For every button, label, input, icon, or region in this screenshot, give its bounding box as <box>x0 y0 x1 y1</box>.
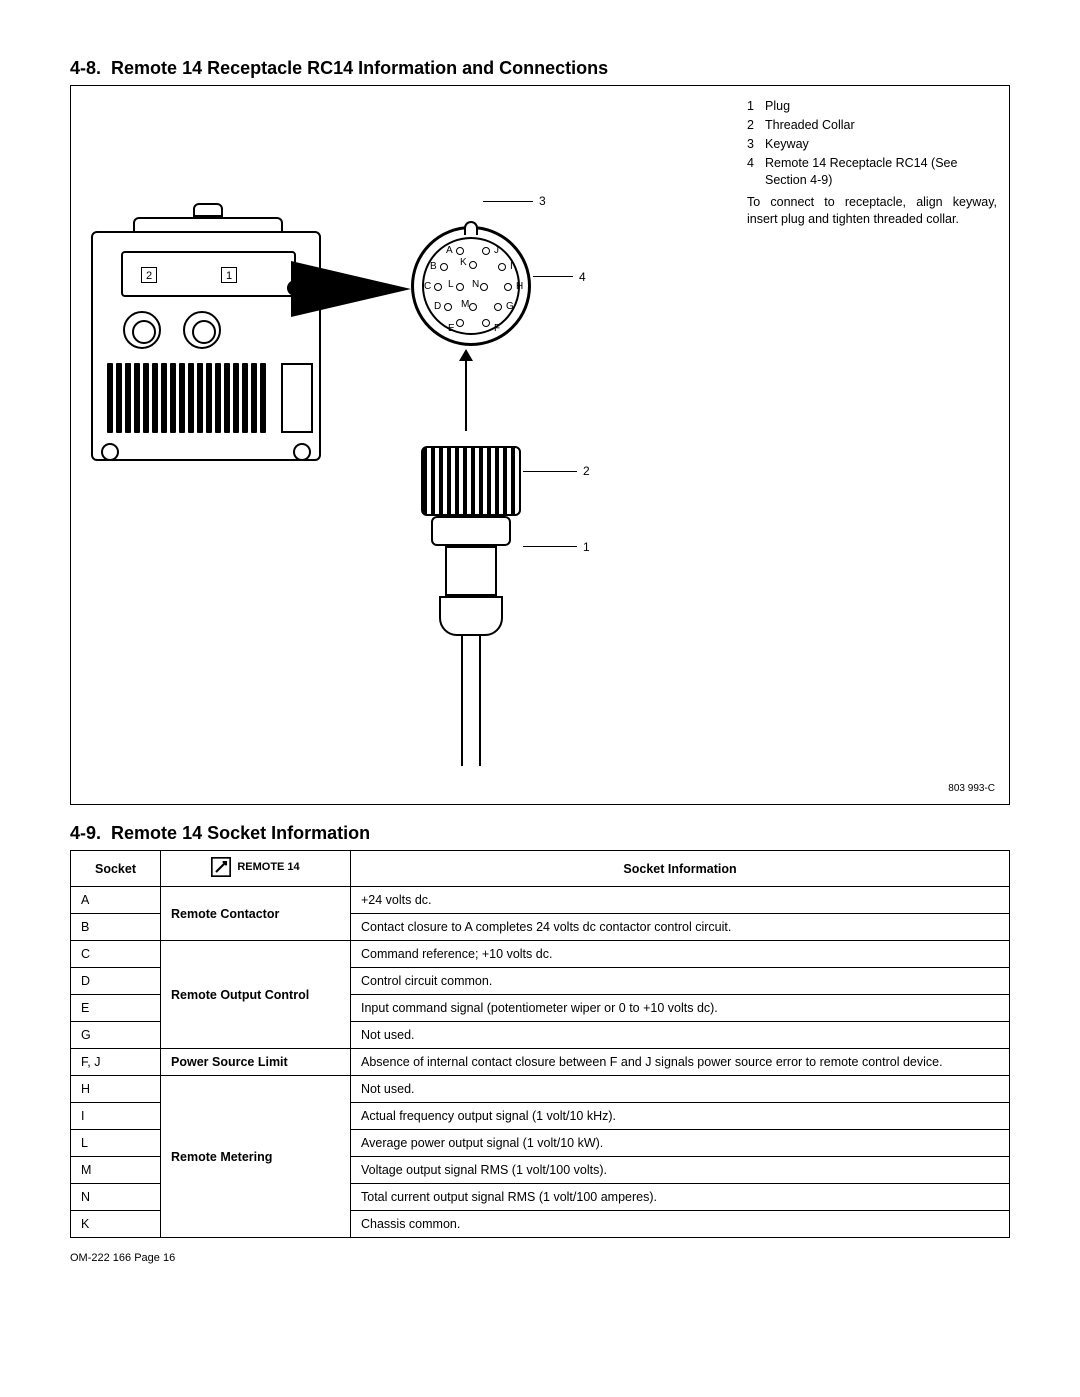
pin-A: A <box>446 245 453 256</box>
socket-cell: E <box>71 995 161 1022</box>
legend-num: 1 <box>747 98 765 115</box>
plug-assembly <box>421 436 521 766</box>
th-socket: Socket <box>71 851 161 887</box>
info-cell: Average power output signal (1 volt/10 k… <box>351 1130 1010 1157</box>
legend-note: To connect to receptacle, align keyway, … <box>747 194 997 228</box>
th-info: Socket Information <box>351 851 1010 887</box>
pin-J: J <box>494 245 499 256</box>
th-remote: REMOTE 14 <box>161 851 351 887</box>
socket-cell: I <box>71 1103 161 1130</box>
info-cell: Contact closure to A completes 24 volts … <box>351 914 1010 941</box>
legend-item: 4Remote 14 Receptacle RC14 (See Section … <box>747 155 997 189</box>
knob-right <box>183 311 221 349</box>
callout-1: 1 <box>583 540 590 554</box>
table-row: F, JPower Source LimitAbsence of interna… <box>71 1049 1010 1076</box>
socket-cell: N <box>71 1184 161 1211</box>
pin-H: H <box>516 281 523 292</box>
pin-N: N <box>472 279 479 290</box>
cooling-grille <box>107 363 277 433</box>
info-cell: Voltage output signal RMS (1 volt/100 vo… <box>351 1157 1010 1184</box>
group-label-cell: Remote Contactor <box>161 887 351 941</box>
pin-K: K <box>460 257 467 268</box>
info-cell: Input command signal (potentiometer wipe… <box>351 995 1010 1022</box>
socket-cell: F, J <box>71 1049 161 1076</box>
table-row: HRemote MeteringNot used. <box>71 1076 1010 1103</box>
receptacle-face: A J B K I C L N H D M G E F <box>411 226 531 346</box>
info-cell: Not used. <box>351 1076 1010 1103</box>
pin-L: L <box>448 279 454 290</box>
socket-cell: M <box>71 1157 161 1184</box>
legend-text: Plug <box>765 98 997 115</box>
pin-C: C <box>424 281 431 292</box>
info-cell: Control circuit common. <box>351 968 1010 995</box>
legend-item: 3Keyway <box>747 136 997 153</box>
section-4-9-title: 4-9. Remote 14 Socket Information <box>70 823 1010 844</box>
knob-left <box>123 311 161 349</box>
pointer-arrow <box>291 261 411 317</box>
legend-text: Threaded Collar <box>765 117 997 134</box>
legend-item: 2Threaded Collar <box>747 117 997 134</box>
socket-cell: G <box>71 1022 161 1049</box>
socket-cell: D <box>71 968 161 995</box>
diagram: 2 1 A J B K I C L N <box>91 196 671 756</box>
info-cell: Absence of internal contact closure betw… <box>351 1049 1010 1076</box>
pin-G: G <box>506 301 514 312</box>
table-row: ARemote Contactor+24 volts dc. <box>71 887 1010 914</box>
socket-table: Socket REMOTE 14 Socket Information ARem… <box>70 850 1010 1238</box>
socket-cell: C <box>71 941 161 968</box>
section-4-8-number: 4-8. <box>70 58 101 78</box>
figure-legend: 1Plug2Threaded Collar3Keyway4Remote 14 R… <box>747 98 997 228</box>
machine-display: 2 1 <box>121 251 296 297</box>
group-label-cell: Remote Output Control <box>161 941 351 1049</box>
figure-box: 1Plug2Threaded Collar3Keyway4Remote 14 R… <box>70 85 1010 805</box>
callout-2: 2 <box>583 464 590 478</box>
pin-M: M <box>461 299 469 310</box>
threaded-collar <box>421 446 521 516</box>
group-label-cell: Power Source Limit <box>161 1049 351 1076</box>
th-remote-label: REMOTE 14 <box>237 861 299 873</box>
legend-num: 4 <box>747 155 765 189</box>
legend-num: 2 <box>747 117 765 134</box>
socket-cell: A <box>71 887 161 914</box>
section-4-8-text: Remote 14 Receptacle RC14 Information an… <box>111 58 608 78</box>
pin-B: B <box>430 261 437 272</box>
section-4-9-text: Remote 14 Socket Information <box>111 823 370 843</box>
info-cell: Chassis common. <box>351 1211 1010 1238</box>
info-cell: Not used. <box>351 1022 1010 1049</box>
pin-F: F <box>494 323 500 334</box>
page-footer: OM-222 166 Page 16 <box>70 1252 1010 1264</box>
socket-cell: B <box>71 914 161 941</box>
figure-reference: 803 993-C <box>948 783 995 794</box>
legend-item: 1Plug <box>747 98 997 115</box>
table-row: CRemote Output ControlCommand reference;… <box>71 941 1010 968</box>
display-box-1: 1 <box>221 267 237 283</box>
socket-cell: L <box>71 1130 161 1157</box>
section-4-8-title: 4-8. Remote 14 Receptacle RC14 Informati… <box>70 58 1010 79</box>
remote-icon: REMOTE 14 <box>211 857 299 877</box>
legend-text: Remote 14 Receptacle RC14 (See Section 4… <box>765 155 997 189</box>
machine-outline: 2 1 <box>91 231 321 461</box>
callout-3: 3 <box>539 194 546 208</box>
group-label-cell: Remote Metering <box>161 1076 351 1238</box>
section-4-9-number: 4-9. <box>70 823 101 843</box>
legend-text: Keyway <box>765 136 997 153</box>
callout-4: 4 <box>579 270 586 284</box>
side-plate <box>281 363 313 433</box>
pin-E: E <box>448 323 455 334</box>
pin-I: I <box>510 261 513 272</box>
info-cell: Total current output signal RMS (1 volt/… <box>351 1184 1010 1211</box>
insert-arrow <box>465 351 467 431</box>
info-cell: +24 volts dc. <box>351 887 1010 914</box>
info-cell: Command reference; +10 volts dc. <box>351 941 1010 968</box>
socket-cell: H <box>71 1076 161 1103</box>
pin-D: D <box>434 301 441 312</box>
socket-cell: K <box>71 1211 161 1238</box>
legend-num: 3 <box>747 136 765 153</box>
keyway-notch <box>464 221 478 235</box>
info-cell: Actual frequency output signal (1 volt/1… <box>351 1103 1010 1130</box>
display-box-2: 2 <box>141 267 157 283</box>
